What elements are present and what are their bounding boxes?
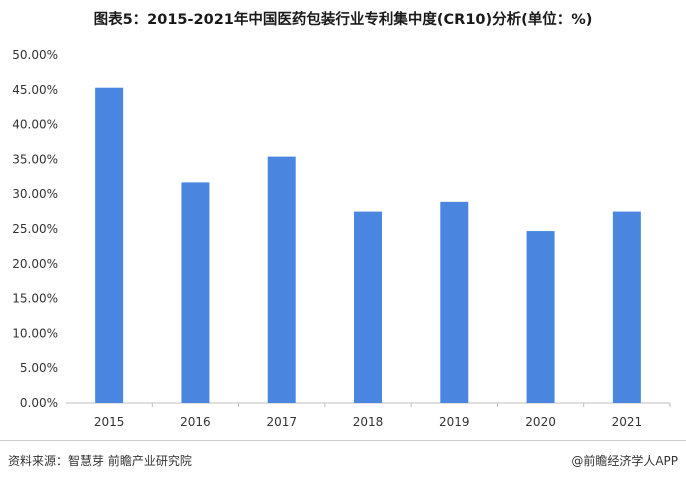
brand-credit: @前瞻经济学人APP — [571, 454, 678, 468]
bar-2021 — [612, 211, 641, 403]
x-tick-label: 2017 — [266, 415, 297, 429]
x-tick-label: 2018 — [353, 415, 384, 429]
x-tick-label: 2015 — [94, 415, 125, 429]
chart-title: 图表5：2015-2021年中国医药包装行业专利集中度(CR10)分析(单位：%… — [93, 12, 593, 28]
y-tick-label: 50.00% — [12, 48, 58, 62]
bar-2018 — [354, 211, 382, 403]
y-tick-label: 20.00% — [12, 257, 58, 271]
y-tick-label: 35.00% — [12, 152, 58, 166]
y-tick-label: 0.00% — [20, 396, 58, 410]
y-tick-label: 10.00% — [12, 326, 58, 340]
y-tick-label: 5.00% — [20, 361, 58, 375]
y-tick-label: 45.00% — [12, 83, 58, 97]
y-tick-label: 40.00% — [12, 118, 58, 132]
bar-2016 — [181, 182, 210, 403]
footer-divider — [0, 440, 686, 441]
source-note: 资料来源：智慧芽 前瞻产业研究院 — [8, 454, 192, 468]
x-tick-label: 2021 — [612, 415, 643, 429]
y-tick-label: 30.00% — [12, 187, 58, 201]
x-tick-label: 2020 — [525, 415, 556, 429]
bar-2017 — [267, 156, 296, 403]
y-tick-label: 25.00% — [12, 222, 58, 236]
x-tick-label: 2019 — [439, 415, 470, 429]
bar-2019 — [440, 201, 469, 403]
bar-2015 — [95, 87, 124, 403]
x-tick-label: 2016 — [180, 415, 211, 429]
y-tick-label: 15.00% — [12, 292, 58, 306]
bar-2020 — [526, 231, 555, 403]
